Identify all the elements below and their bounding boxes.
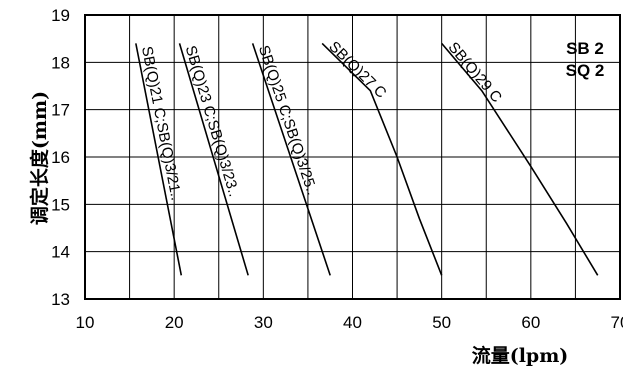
plot-frame bbox=[84, 14, 621, 300]
x-tick-label: 10 bbox=[76, 313, 95, 332]
series-label: SB(Q)27 C bbox=[325, 38, 389, 102]
series-label: SB(Q)25 C;SB(Q)3/25.. bbox=[255, 43, 321, 197]
series-curves bbox=[135, 42, 599, 276]
series-line bbox=[321, 42, 443, 276]
x-axis-label: 流量(lpm) bbox=[472, 344, 569, 367]
y-tick-label: 19 bbox=[51, 6, 70, 25]
y-tick-labels: 13 14 15 16 17 18 19 bbox=[51, 6, 70, 309]
series-line bbox=[135, 43, 183, 276]
series-line bbox=[178, 43, 249, 276]
series-line bbox=[441, 42, 599, 276]
corner-label-sb2: SB 2 bbox=[566, 39, 604, 58]
y-tick-label: 13 bbox=[51, 290, 70, 309]
series-label: SB(Q)21 C;SB(Q)3/21.. bbox=[138, 45, 185, 202]
x-tick-label: 70 bbox=[611, 313, 623, 332]
x-tick-label: 50 bbox=[432, 313, 451, 332]
x-tick-label: 20 bbox=[165, 313, 184, 332]
plot-border bbox=[84, 14, 621, 300]
y-tick-label: 15 bbox=[51, 195, 70, 214]
corner-label-sq2: SQ 2 bbox=[566, 61, 605, 80]
y-tick-label: 17 bbox=[51, 101, 70, 120]
series-label: SB(Q)23 C;SB(Q)3/23.. bbox=[182, 44, 243, 199]
series-line bbox=[251, 43, 331, 276]
y-tick-label: 18 bbox=[51, 53, 70, 72]
x-tick-labels: 10 20 30 40 50 60 70 bbox=[76, 313, 623, 332]
x-tick-label: 30 bbox=[254, 313, 273, 332]
grid bbox=[85, 15, 620, 299]
series-label: SB(Q)29 C bbox=[445, 39, 506, 106]
y-tick-label: 14 bbox=[51, 243, 70, 262]
x-tick-label: 60 bbox=[521, 313, 540, 332]
y-tick-label: 16 bbox=[51, 148, 70, 167]
x-tick-label: 40 bbox=[343, 313, 362, 332]
y-axis-label: 调定长度(mm) bbox=[28, 91, 51, 225]
